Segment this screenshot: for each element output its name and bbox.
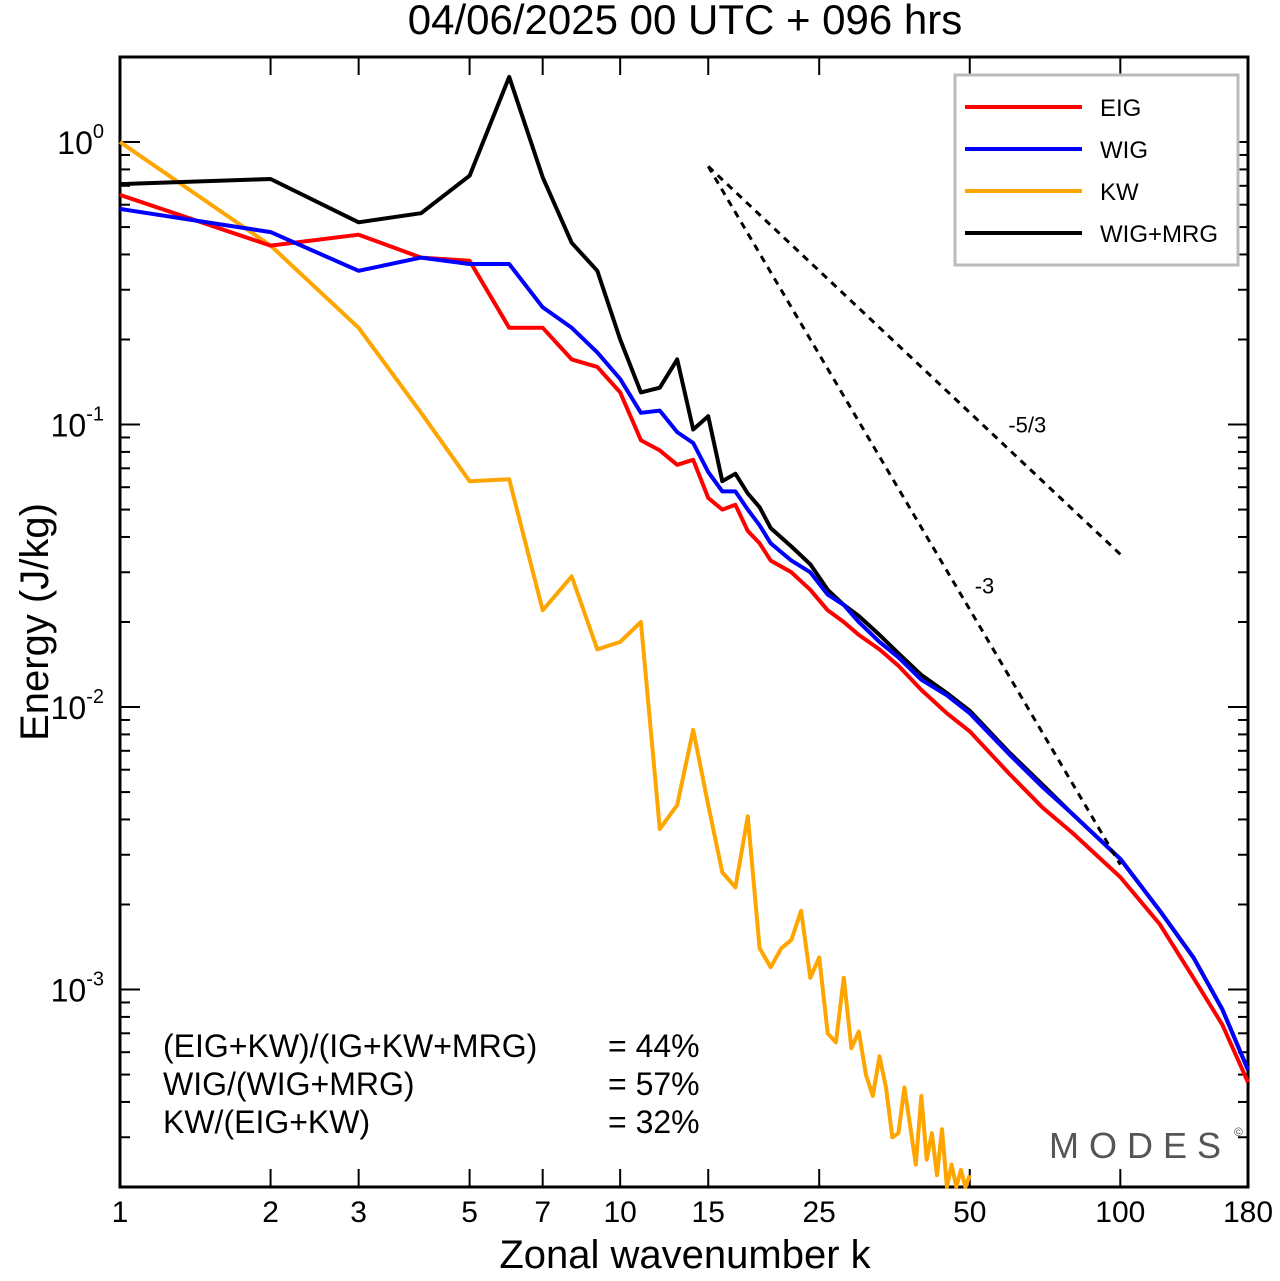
- x-tick-label: 100: [1095, 1196, 1145, 1229]
- y-axis-label: Energy (J/kg): [13, 503, 57, 741]
- x-tick-label: 1: [112, 1196, 129, 1229]
- series-line-wig: [119, 206, 1250, 1071]
- y-tick-label: 10-1: [51, 404, 104, 444]
- copyright-icon: ©: [1234, 1125, 1243, 1139]
- chart-title: 04/06/2025 00 UTC + 096 hrs: [408, 0, 963, 43]
- x-axis-label: Zonal wavenumber k: [499, 1233, 871, 1277]
- legend-label: EIG: [1100, 95, 1141, 122]
- legend-label: WIG+MRG: [1100, 221, 1218, 248]
- x-tick-label: 15: [692, 1196, 725, 1229]
- x-tick-label: 7: [534, 1196, 551, 1229]
- x-tick-label: 180: [1223, 1196, 1273, 1229]
- reference-slopes: -5/3 -3: [706, 165, 1122, 866]
- x-tick-label: 25: [803, 1196, 836, 1229]
- stats-value: = 57%: [608, 1066, 700, 1102]
- legend: EIG WIG KW WIG+MRG: [953, 73, 1240, 267]
- series-line-eig: [119, 193, 1250, 1084]
- x-tick-label: 2: [262, 1196, 279, 1229]
- y-tick-label: 10-2: [51, 686, 104, 726]
- y-tick-labels: 100 10-1 10-2 10-3: [51, 121, 104, 1009]
- stats-label: (EIG+KW)/(IG+KW+MRG): [163, 1028, 537, 1064]
- y-tick-label: 100: [57, 121, 104, 161]
- x-tick-label: 50: [953, 1196, 986, 1229]
- reference-slope-label: -5/3: [1008, 412, 1046, 437]
- stats-value: = 44%: [608, 1028, 700, 1064]
- x-tick-label: 5: [461, 1196, 478, 1229]
- stats-label: KW/(EIG+KW): [163, 1104, 370, 1140]
- series-line-kw: [118, 140, 972, 1189]
- x-tick-labels: 1 2 3 5 7 10 15 25 50 100 180: [112, 1196, 1273, 1229]
- y-tick-label: 10-3: [51, 969, 104, 1009]
- legend-label: WIG: [1100, 137, 1148, 164]
- reference-slope-line: [707, 165, 1122, 556]
- stats-label: WIG/(WIG+MRG): [163, 1066, 415, 1102]
- modes-watermark: MODES: [1049, 1125, 1231, 1166]
- reference-slope-line: [706, 165, 1122, 866]
- series-layer: [118, 74, 1250, 1189]
- stats-value: = 32%: [608, 1104, 700, 1140]
- reference-slope-label: -3: [975, 574, 995, 599]
- x-tick-label: 3: [350, 1196, 367, 1229]
- legend-label: KW: [1100, 179, 1139, 206]
- axis-ticks: [119, 56, 1249, 1188]
- x-tick-label: 10: [603, 1196, 636, 1229]
- stats-block: (EIG+KW)/(IG+KW+MRG) = 44% WIG/(WIG+MRG) = …: [163, 1028, 700, 1140]
